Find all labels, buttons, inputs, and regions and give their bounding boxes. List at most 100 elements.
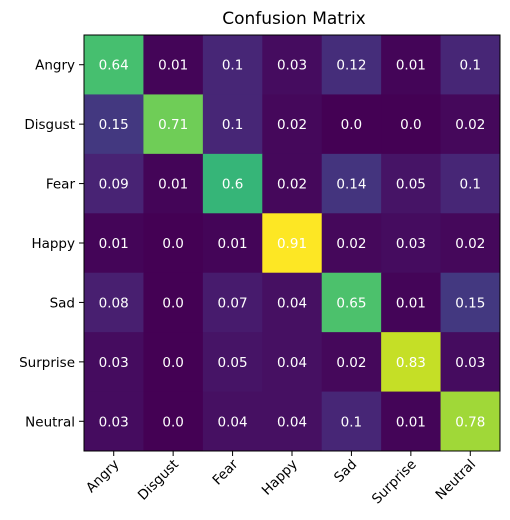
cell-value-label: 0.01 [218, 236, 248, 252]
heatmap-cell [321, 332, 382, 393]
cell-value-label: 0.64 [99, 58, 129, 74]
cell-value-label: 0.6 [222, 177, 243, 193]
heatmap-cell [143, 332, 204, 393]
x-tick-label: Neutral [433, 457, 480, 504]
cell-value-label: 0.71 [158, 117, 188, 133]
cell-value-label: 0.0 [162, 414, 183, 430]
cell-value-label: 0.1 [460, 177, 481, 193]
heatmap-cell [440, 35, 501, 95]
cell-value-label: 0.03 [455, 355, 485, 371]
heatmap-cell [262, 153, 323, 214]
heatmap-value-labels: 0.64 0.01 0.1 0.03 0.12 0.01 0.1 0.15 0.71 0.1 0.0… [99, 58, 486, 431]
cell-value-label: 0.1 [460, 58, 481, 74]
cell-value-label: 0.01 [396, 295, 426, 311]
cell-value-label: 0.04 [277, 414, 307, 430]
heatmap-cell [381, 272, 442, 333]
cell-value-label: 0.01 [396, 414, 426, 430]
cell-value-label: 0.05 [396, 177, 426, 193]
x-tick-label: Angry [83, 457, 123, 497]
heatmap-cell [321, 35, 382, 95]
heatmap-cell [84, 332, 144, 393]
heatmap-cell [440, 153, 501, 214]
heatmap-cells [84, 35, 501, 452]
cell-value-label: 0.0 [162, 236, 183, 252]
y-tick-label: Happy [31, 236, 75, 252]
cell-value-label: 0.02 [336, 355, 366, 371]
y-axis: Angry Disgust Fear Happy Sad Surprise Neutral [19, 58, 84, 430]
cell-value-label: 0.01 [158, 58, 188, 74]
heatmap-cell [262, 332, 323, 393]
heatmap-cell [381, 94, 442, 155]
heatmap-cell [262, 213, 323, 274]
heatmap-cell [202, 94, 263, 155]
y-tick-label: Disgust [24, 117, 75, 133]
heatmap-cell [84, 391, 144, 452]
heatmap-cell [84, 213, 144, 274]
cell-value-label: 0.0 [162, 295, 183, 311]
cell-value-label: 0.1 [341, 414, 362, 430]
cell-value-label: 0.1 [222, 58, 243, 74]
cell-value-label: 0.91 [277, 236, 307, 252]
heatmap-cell [202, 213, 263, 274]
heatmap-cell [143, 35, 204, 95]
heatmap-cell [321, 94, 382, 155]
heatmap-cell [321, 153, 382, 214]
heatmap-cell [381, 153, 442, 214]
x-axis: Angry Disgust Fear Happy Sad Surprise Neutral [83, 451, 479, 507]
heatmap-cell [440, 272, 501, 333]
x-tick-label: Fear [209, 456, 241, 488]
cell-value-label: 0.14 [336, 177, 366, 193]
cell-value-label: 0.0 [400, 117, 421, 133]
cell-value-label: 0.03 [277, 58, 307, 74]
heatmap-cell [202, 391, 263, 452]
cell-value-label: 0.02 [277, 177, 307, 193]
heatmap-cell [202, 272, 263, 333]
y-tick-label: Angry [35, 58, 75, 74]
y-tick-label: Sad [50, 295, 75, 311]
heatmap-cell [321, 213, 382, 274]
heatmap-cell [440, 391, 501, 452]
cell-value-label: 0.03 [99, 414, 129, 430]
y-tick-label: Neutral [25, 414, 75, 430]
cell-value-label: 0.04 [218, 414, 248, 430]
cell-value-label: 0.1 [222, 117, 243, 133]
heatmap-cell [84, 94, 144, 155]
heatmap-cell [262, 391, 323, 452]
cell-value-label: 0.04 [277, 295, 307, 311]
cell-value-label: 0.78 [455, 414, 485, 430]
heatmap-cell [381, 213, 442, 274]
heatmap-cell [262, 94, 323, 155]
heatmap-cell [321, 391, 382, 452]
cell-value-label: 0.15 [455, 295, 485, 311]
heatmap-cell [381, 391, 442, 452]
cell-value-label: 0.08 [99, 295, 129, 311]
chart-title: Confusion Matrix [222, 9, 366, 29]
x-tick-label: Sad [331, 457, 360, 486]
heatmap-cell [143, 272, 204, 333]
heatmap-cell [143, 213, 204, 274]
heatmap-cell [321, 272, 382, 333]
cell-value-label: 0.03 [396, 236, 426, 252]
heatmap-cell [202, 153, 263, 214]
heatmap-cell [143, 153, 204, 214]
heatmap-cell [381, 35, 442, 95]
x-tick-label: Happy [259, 457, 301, 499]
cell-value-label: 0.02 [455, 117, 485, 133]
cell-value-label: 0.65 [336, 295, 366, 311]
cell-value-label: 0.15 [99, 117, 129, 133]
heatmap-cell [143, 391, 204, 452]
cell-value-label: 0.01 [99, 236, 129, 252]
cell-value-label: 0.02 [336, 236, 366, 252]
heatmap-cell [84, 153, 144, 214]
x-tick-label: Surprise [369, 457, 420, 508]
heatmap-cell [202, 332, 263, 393]
heatmap-cell [262, 35, 323, 95]
cell-value-label: 0.0 [162, 355, 183, 371]
heatmap-cell [84, 35, 144, 95]
y-tick-label: Surprise [19, 355, 75, 371]
heatmap-cell [143, 94, 204, 155]
cell-value-label: 0.02 [277, 117, 307, 133]
heatmap-cell [440, 94, 501, 155]
cell-value-label: 0.07 [218, 295, 248, 311]
